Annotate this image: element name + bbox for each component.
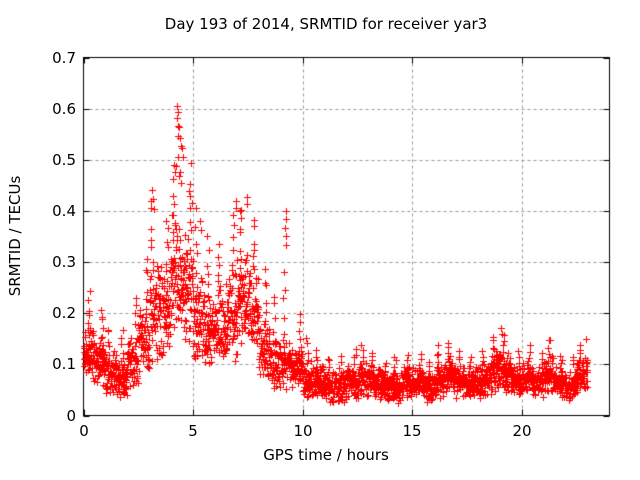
x-axis-label: GPS time / hours — [263, 446, 389, 464]
x-tick-label: 20 — [512, 422, 532, 440]
y-tick-label: 0.3 — [52, 253, 76, 271]
y-tick-label: 0.4 — [52, 202, 76, 220]
x-tick-label: 10 — [293, 422, 313, 440]
y-tick-label: 0.6 — [52, 100, 76, 118]
y-tick-label: 0.2 — [52, 304, 76, 322]
x-tick-label: 0 — [79, 422, 89, 440]
y-tick-label: 0.5 — [52, 151, 76, 169]
y-axis-label: SRMTID / TECUs — [6, 175, 24, 297]
x-tick-label: 5 — [188, 422, 198, 440]
chart-title: Day 193 of 2014, SRMTID for receiver yar… — [164, 15, 488, 33]
y-tick-label: 0.1 — [52, 355, 76, 373]
y-tick-label: 0.7 — [52, 49, 76, 67]
x-tick-label: 15 — [402, 422, 422, 440]
y-tick-label: 0 — [66, 407, 76, 425]
